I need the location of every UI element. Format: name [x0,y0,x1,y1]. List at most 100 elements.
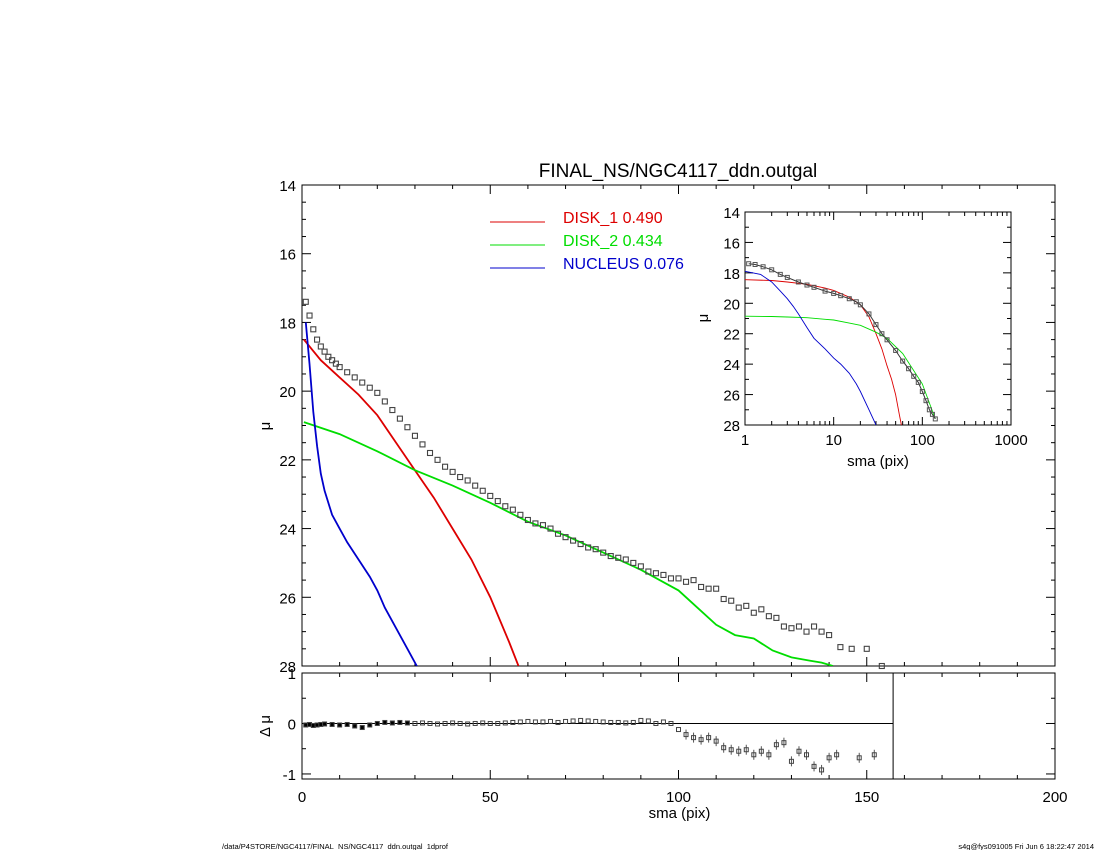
residual-point [457,720,463,726]
residual-point [811,763,817,769]
residual-point [766,752,772,758]
data-point [344,369,351,376]
data-point [374,389,381,396]
data-point [773,614,780,621]
data-point [645,568,652,575]
inset-panel: 14 16 18 20 22 24 26 281 10 100 1000 sma (pix) μ [695,205,1028,470]
data-point [539,522,547,529]
residual-plot-frame [301,672,1056,780]
inset-data-point [926,407,932,413]
residual-point [389,720,395,726]
residual-point [555,719,561,725]
residual-point [796,748,802,754]
residual-y-tick-label: 0 [288,716,296,733]
inset-data-point [900,358,906,364]
data-point [750,609,757,616]
residual-point [871,752,877,758]
data-point [472,482,479,489]
model-curve-disk-1 [303,339,520,666]
data-point [554,530,562,537]
data-point [728,597,735,604]
residual-y-axis-label: Δ μ [257,715,274,737]
inset-plot-frame [744,211,1012,426]
data-point [622,556,629,563]
legend-label-nucleus: NUCLEUS 0.076 [563,256,684,273]
inset-y-tick-label: 22 [723,327,740,344]
residual-point [615,719,621,725]
data-point [547,525,554,532]
inset-data-point [929,411,935,417]
inset-y-tick-label: 20 [723,296,740,313]
inset-data-point [784,274,790,280]
residual-point [337,722,343,728]
inset-data-point [846,296,852,302]
residual-point [427,720,433,726]
data-point [419,441,426,448]
residual-point [728,747,734,753]
model-curve-nucleus [304,322,418,666]
data-point [713,585,720,592]
data-point [592,546,599,553]
data-point [720,595,727,603]
inset-data-point [811,284,817,290]
data-point [630,559,637,566]
data-point [585,544,592,551]
residual-point [721,745,727,751]
residual-x-tick-label: 200 [1042,789,1067,806]
data-point [329,357,336,364]
main-profile-panel: 14 16 18 20 22 24 26 28 μ DISK_1 0.490 DISK_2 0.43… [257,178,1056,676]
inset-y-tick-label: 24 [723,357,740,374]
residual-point [517,719,523,725]
residual-x-tick-label: 50 [482,789,499,806]
residual-point [435,721,441,727]
data-point [351,374,358,381]
data-point [660,571,667,579]
data-point [878,662,885,670]
residual-point [593,718,599,724]
data-point [705,585,712,592]
data-point [457,473,464,481]
data-point [449,468,456,475]
residual-point [344,721,350,727]
residual-point [397,719,403,725]
residual-point [450,720,456,726]
residual-point [570,718,576,724]
inset-y-axis-label: μ [695,314,712,323]
residual-point [540,719,546,725]
residual-point [743,747,749,753]
legend-label-disk-1: DISK_1 0.490 [563,210,663,227]
residual-point [487,720,493,726]
residual-point [367,722,373,728]
residual-x-tick-label: 0 [298,789,306,806]
data-point [306,312,313,319]
data-point [682,578,690,585]
inset-data-point [866,311,872,317]
data-point [615,554,622,561]
data-point [600,549,607,556]
data-point [765,613,772,620]
main-y-tick-label: 18 [279,315,296,332]
inset-y-tick-label: 28 [723,418,740,435]
data-point [758,606,765,613]
data-point [336,364,343,371]
data-point [863,645,870,652]
data-point [780,623,787,630]
inset-data-point [831,290,837,296]
residual-point [645,718,651,724]
chart-title: FINAL_NS/NGC4117_ddn.outgal [539,161,817,182]
main-y-tick-label: 28 [279,659,296,676]
data-point [524,516,531,524]
residual-point [404,720,410,726]
inset-y-tick-label: 18 [723,266,740,283]
data-point [652,570,659,577]
data-point [818,628,825,635]
inset-model-curve-disk-1 [745,279,902,425]
residual-point [547,718,553,724]
residual-x-axis-label: sma (pix) [649,805,711,822]
inset-x-tick-label: 1 [741,432,749,449]
residual-point [578,717,584,723]
data-point [317,343,324,350]
data-point [332,360,339,367]
residual-point [585,718,591,724]
main-y-tick-label: 22 [279,453,296,470]
